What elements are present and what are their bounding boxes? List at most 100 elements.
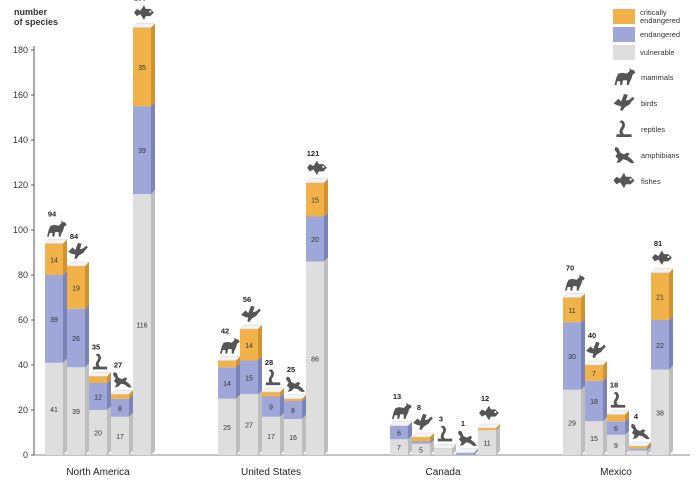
segment-value-label: 17 bbox=[267, 434, 275, 441]
segment-value-label: 26 bbox=[72, 336, 80, 343]
bar-segment-side bbox=[280, 412, 284, 455]
segment-value-label: 86 bbox=[311, 356, 319, 363]
bar-top-cap bbox=[217, 356, 241, 361]
bar-segment-side bbox=[302, 394, 306, 401]
bar-segment-critically bbox=[262, 392, 280, 397]
legend-label: mammals bbox=[641, 73, 674, 82]
bar-segment-side bbox=[430, 439, 434, 455]
bar-segment-side bbox=[647, 442, 651, 449]
bar-segment-side bbox=[63, 358, 67, 455]
frog-icon-shape bbox=[286, 376, 305, 392]
wolf-icon bbox=[614, 67, 636, 86]
bar-fishes: 86 20 15 121 bbox=[305, 149, 329, 455]
legend-label: fishes bbox=[641, 177, 661, 186]
bar-segment-vulnerable bbox=[262, 416, 280, 455]
bar-total-label: 190 bbox=[134, 0, 147, 3]
snake-icon-shape bbox=[610, 391, 626, 408]
region-label: Mexico bbox=[600, 467, 632, 478]
bar-segment-side bbox=[324, 178, 328, 217]
bar-segment-side bbox=[85, 304, 89, 368]
snake-icon bbox=[616, 120, 632, 138]
bar-segment-side bbox=[603, 417, 607, 455]
frog-icon-shape bbox=[614, 146, 635, 164]
bar-segment-side bbox=[258, 325, 262, 361]
snake-icon-shape bbox=[437, 425, 453, 442]
y-tick-label: 140 bbox=[13, 135, 28, 145]
frog-icon bbox=[614, 146, 635, 164]
bar-segment-vulnerable bbox=[563, 389, 581, 455]
bar-top-cap bbox=[606, 410, 630, 415]
fish-eye bbox=[667, 255, 670, 258]
bar-segment-endangered bbox=[133, 106, 151, 194]
snake-icon-shape bbox=[265, 369, 281, 386]
segment-value-label: 16 bbox=[289, 435, 297, 442]
region-label: Canada bbox=[425, 467, 460, 478]
bar-segment-side bbox=[669, 316, 673, 370]
bar-segment-critically bbox=[89, 376, 107, 383]
bar-segment-side bbox=[85, 363, 89, 455]
y-tick-label: 80 bbox=[18, 270, 28, 280]
bar-segment-side bbox=[603, 361, 607, 381]
legend-label: reptiles bbox=[641, 125, 665, 134]
fish-icon bbox=[652, 250, 672, 265]
bar-amphibians: 4 bbox=[628, 412, 652, 455]
segment-value-label: 38 bbox=[656, 410, 664, 417]
segment-value-label: 11 bbox=[568, 308, 575, 315]
bar-segment-side bbox=[63, 239, 67, 275]
bar-segment-side bbox=[107, 372, 111, 383]
wolf-icon-shape bbox=[220, 337, 240, 354]
x-axis-labels: North America United States Canada Mexico bbox=[66, 467, 632, 478]
bar-segment-side bbox=[408, 435, 412, 455]
segment-value-label: 22 bbox=[656, 343, 664, 350]
bar-birds: 27 15 14 56 bbox=[239, 295, 263, 455]
bar-reptiles: 3 bbox=[433, 414, 457, 455]
bar-top-cap bbox=[562, 293, 586, 298]
legend-label: amphibians bbox=[641, 151, 680, 160]
bar-segment-critically bbox=[133, 27, 151, 107]
fish-icon bbox=[613, 172, 635, 189]
bar-top-cap bbox=[132, 23, 156, 28]
bar-segment-endangered bbox=[412, 441, 430, 444]
bar-segment-side bbox=[669, 365, 673, 455]
wolf-icon-shape bbox=[47, 220, 67, 237]
snake-icon bbox=[265, 369, 281, 386]
segment-value-label: 20 bbox=[311, 237, 319, 244]
bar-total-label: 8 bbox=[417, 403, 421, 412]
legend-swatch-endangered bbox=[613, 27, 635, 42]
bar-total-label: 42 bbox=[221, 327, 229, 336]
bar-amphibians: 16 8 25 bbox=[283, 365, 307, 455]
y-tick-label: 100 bbox=[13, 225, 28, 235]
bar-segment-side bbox=[107, 406, 111, 455]
bar-reptiles: 9 6 18 bbox=[606, 381, 630, 455]
bar-segment-side bbox=[280, 392, 284, 417]
bar-segment-side bbox=[129, 412, 133, 455]
region-group: 25 14 42 27 15 14 56 17 9 28 16 8 25 86 20 15 121 bbox=[217, 149, 329, 455]
segment-value-label: 9 bbox=[614, 443, 618, 450]
bird-icon bbox=[241, 305, 261, 323]
bar-total-label: 35 bbox=[92, 342, 100, 351]
segment-value-label: 41 bbox=[50, 407, 58, 414]
bar-segment-endangered bbox=[111, 398, 129, 417]
bar-total-label: 40 bbox=[588, 331, 596, 340]
segment-value-label: 39 bbox=[72, 409, 80, 416]
bar-top-cap bbox=[650, 268, 674, 273]
fish-eye bbox=[322, 165, 325, 168]
bar-segment-side bbox=[452, 444, 456, 455]
bar-total-label: 27 bbox=[114, 360, 122, 369]
bar-total-label: 4 bbox=[634, 412, 639, 421]
bar-total-label: 12 bbox=[481, 394, 489, 403]
bar-segment-vulnerable bbox=[111, 416, 129, 455]
wolf-icon bbox=[392, 402, 412, 419]
bar-segment-side bbox=[669, 268, 673, 320]
bar-segment-side bbox=[280, 388, 284, 397]
segment-value-label: 9 bbox=[269, 405, 273, 412]
bar-segment-critically bbox=[629, 446, 647, 449]
bar-total-label: 81 bbox=[654, 239, 662, 248]
segment-value-label: 7 bbox=[397, 445, 401, 452]
bar-segment-vulnerable bbox=[434, 448, 452, 455]
bar-segment-vulnerable bbox=[45, 362, 63, 455]
fish-icon-shape bbox=[307, 160, 327, 175]
segment-value-label: 12 bbox=[94, 395, 102, 402]
bar-birds: 58 bbox=[411, 403, 435, 455]
